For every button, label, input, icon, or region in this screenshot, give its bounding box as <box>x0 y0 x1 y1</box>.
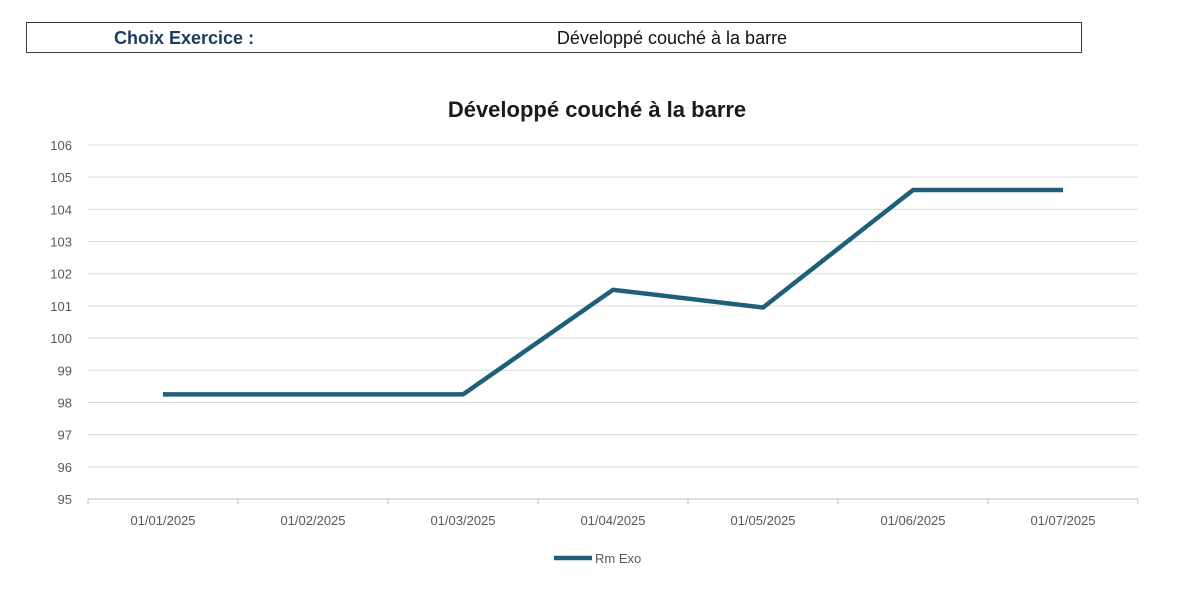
y-tick-label: 101 <box>50 299 72 314</box>
series-line <box>163 187 1063 397</box>
legend: Rm Exo <box>554 551 641 566</box>
y-tick-label: 104 <box>50 202 72 217</box>
x-tick-label: 01/02/2025 <box>280 513 345 528</box>
exercise-selector[interactable]: Choix Exercice : Développé couché à la b… <box>26 22 1082 53</box>
x-tick-label: 01/07/2025 <box>1030 513 1095 528</box>
x-tick-label: 01/06/2025 <box>880 513 945 528</box>
axes: 95 96 97 98 99 100 101 102 103 104 105 106 01/01/202… <box>50 138 1139 528</box>
y-tick-label: 99 <box>58 363 72 378</box>
x-tick-label: 01/05/2025 <box>730 513 795 528</box>
y-tick-label: 98 <box>58 395 72 410</box>
exercise-label: Choix Exercice : <box>114 28 255 48</box>
y-tick-label: 100 <box>50 331 72 346</box>
x-tick-label: 01/04/2025 <box>580 513 645 528</box>
y-tick-label: 96 <box>58 460 72 475</box>
x-tick-label: 01/01/2025 <box>130 513 195 528</box>
legend-label: Rm Exo <box>595 551 641 566</box>
y-tick-label: 106 <box>50 138 72 153</box>
gridlines <box>88 144 1138 468</box>
y-tick-label: 103 <box>50 235 72 250</box>
y-tick-label: 105 <box>50 170 72 185</box>
exercise-value[interactable]: Développé couché à la barre <box>556 28 788 48</box>
y-tick-label: 97 <box>58 428 72 443</box>
x-tick-label: 01/03/2025 <box>430 513 495 528</box>
y-tick-label: 95 <box>58 492 72 507</box>
series-lines <box>163 187 1063 397</box>
chart-title: Développé couché à la barre <box>448 97 746 122</box>
y-tick-label: 102 <box>50 267 72 282</box>
